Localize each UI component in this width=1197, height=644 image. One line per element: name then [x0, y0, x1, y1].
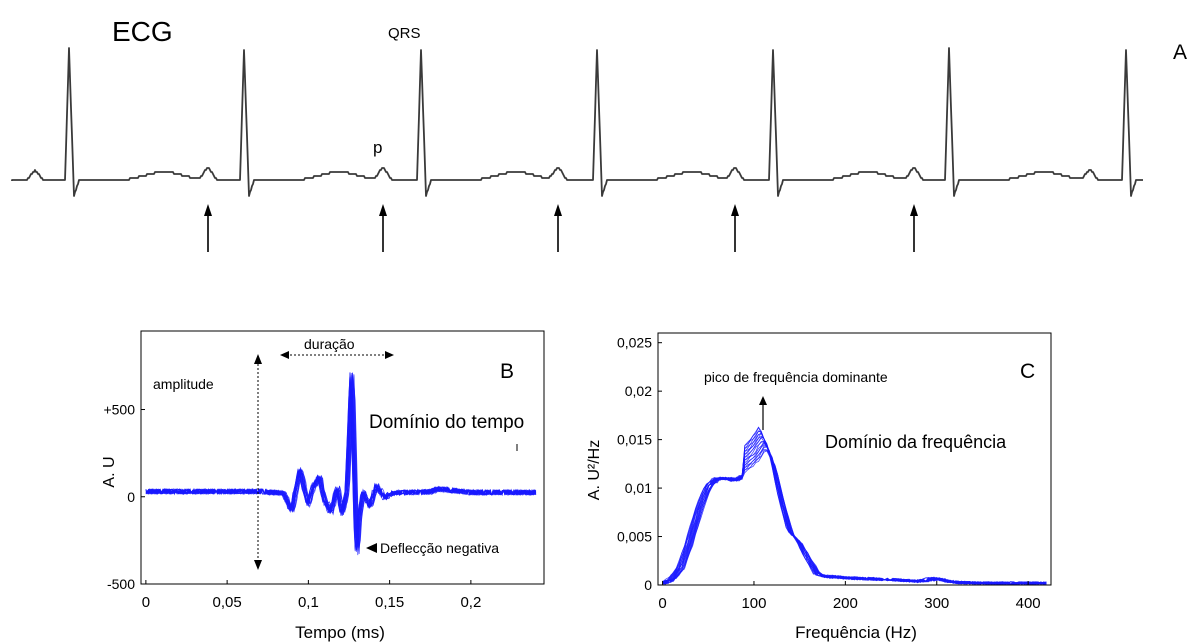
- waveform-series: [145, 375, 537, 548]
- spectrum-series: [662, 430, 1047, 585]
- waveform-series: [145, 372, 537, 551]
- y-tick-label-c: 0: [644, 577, 652, 593]
- panel-b-letter: B: [500, 360, 514, 383]
- x-axis-label-c: Frequência (Hz): [795, 623, 917, 642]
- time-domain-label: Domínio do tempo: [369, 412, 524, 433]
- plot-frame-b: [140, 330, 545, 585]
- time-domain-waveforms: [145, 372, 537, 556]
- amplitude-arrowhead-top: [254, 354, 262, 364]
- waveform-series: [145, 382, 537, 551]
- waveform-series: [145, 373, 536, 551]
- frequency-spectra: [662, 426, 1047, 585]
- spectrum-series: [662, 437, 1047, 585]
- spectrum-series: [662, 448, 1047, 585]
- y-tick-label-c: 0,005: [617, 529, 652, 545]
- spectrum-series: [662, 432, 1047, 585]
- spectrum-series: [662, 440, 1047, 585]
- spectrum-series: [662, 436, 1047, 585]
- y-tick-label-b: -500: [107, 576, 135, 592]
- amplitude-label: amplitude: [153, 376, 214, 392]
- x-axis-label-b: Tempo (ms): [295, 623, 385, 642]
- dominant-peak-label: pico de frequência dominante: [704, 369, 888, 385]
- negative-deflection-label: Deflecção negativa: [380, 540, 499, 556]
- x-tick-label-c: 100: [741, 595, 766, 612]
- waveform-series: [145, 374, 537, 548]
- time-domain-ticks: 0 0,05 0,1 0,15 0,2 -500 0 +500: [103, 402, 481, 611]
- p-wave-arrow: [910, 204, 918, 252]
- negative-deflection-pointer: [366, 543, 377, 553]
- spectrum-series: [662, 441, 1047, 585]
- x-tick-label-c: 0: [658, 595, 666, 612]
- p-wave-arrow: [554, 204, 562, 252]
- waveform-series: [145, 386, 536, 545]
- plot-frame-c: [657, 332, 1052, 586]
- y-tick-label-c: 0,01: [625, 480, 652, 496]
- y-tick-label-c: 0,015: [617, 432, 652, 448]
- spectrum-series: [662, 431, 1047, 585]
- p-wave-arrow: [731, 204, 739, 252]
- x-tick-label-c: 200: [833, 595, 858, 612]
- spectrum-series: [662, 430, 1047, 585]
- x-tick-label-b: 0,05: [213, 594, 242, 611]
- time-domain-chart: 0 0,05 0,1 0,15 0,2 -500 0 +500 B Domínio do te…: [101, 330, 545, 642]
- y-tick-label-b: 0: [127, 489, 135, 505]
- p-wave-label: p: [373, 138, 382, 157]
- dominant-peak-arrowhead: [759, 396, 767, 405]
- waveform-series: [145, 375, 537, 555]
- frequency-domain-label: Domínio da frequência: [825, 432, 1007, 452]
- panel-c-letter: C: [1020, 360, 1035, 383]
- ecg-trace: [11, 47, 1143, 197]
- x-tick-label-b: 0,2: [460, 594, 481, 611]
- spectrum-series: [662, 446, 1047, 585]
- y-tick-label-c: 0,025: [617, 335, 652, 351]
- p-wave-arrow: [204, 204, 212, 252]
- x-tick-label-c: 400: [1016, 595, 1041, 612]
- y-tick-label-c: 0,02: [625, 383, 652, 399]
- y-axis-label-c: A. U²/Hz: [586, 440, 603, 500]
- x-tick-label-b: 0,15: [375, 594, 404, 611]
- waveform-series: [145, 384, 537, 547]
- ecg-title: ECG: [112, 16, 173, 47]
- waveform-series: [145, 373, 537, 551]
- y-tick-label-b: +500: [103, 402, 135, 418]
- spectrum-series: [662, 442, 1047, 585]
- spectrum-series: [662, 435, 1047, 585]
- x-tick-label-c: 300: [924, 595, 949, 612]
- waveform-series: [145, 376, 537, 549]
- spectrum-series: [662, 444, 1047, 585]
- p-wave-arrows: [204, 204, 918, 252]
- ecg-panel: ECG A QRS p: [11, 16, 1187, 252]
- x-tick-label-b: 0,1: [298, 594, 319, 611]
- waveform-series: [145, 387, 537, 542]
- waveform-series: [145, 372, 537, 552]
- amplitude-arrowhead-bottom: [254, 560, 262, 570]
- qrs-label: QRS: [388, 25, 421, 42]
- waveform-series: [145, 372, 537, 550]
- duration-arrowhead-right: [385, 351, 394, 359]
- waveform-series: [145, 383, 537, 548]
- spectrum-series: [662, 433, 1047, 585]
- waveform-series: [145, 380, 536, 548]
- panel-a-letter: A: [1173, 41, 1187, 64]
- x-tick-label-b: 0: [142, 594, 150, 611]
- duration-label: duração: [304, 336, 355, 352]
- p-wave-arrow: [379, 204, 387, 252]
- spectrum-series: [662, 441, 1047, 585]
- spectrum-series: [662, 449, 1047, 585]
- waveform-series: [145, 384, 537, 550]
- waveform-series: [145, 372, 536, 556]
- spectrum-series: [662, 450, 1047, 585]
- spectrum-series: [662, 445, 1047, 585]
- y-axis-label-b: A. U: [101, 456, 118, 487]
- frequency-domain-ticks: 0 100 200 300 400 0 0,005 0,01 0,015 0,02 0,025: [617, 335, 1041, 612]
- waveform-series: [145, 384, 537, 548]
- duration-arrowhead-left: [280, 351, 289, 359]
- waveform-series: [145, 375, 537, 552]
